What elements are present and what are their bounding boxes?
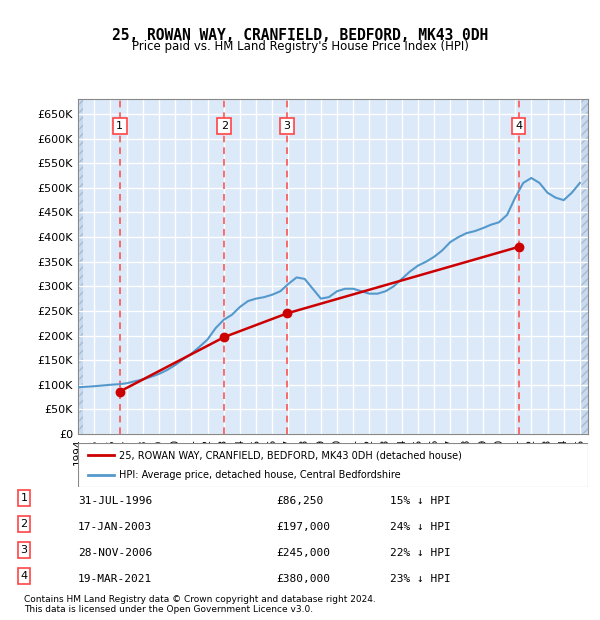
Point bbox=[115, 387, 125, 397]
Text: 28-NOV-2006: 28-NOV-2006 bbox=[78, 548, 152, 558]
Text: £380,000: £380,000 bbox=[276, 574, 330, 584]
Text: 24% ↓ HPI: 24% ↓ HPI bbox=[390, 522, 451, 532]
Text: 25, ROWAN WAY, CRANFIELD, BEDFORD, MK43 0DH (detached house): 25, ROWAN WAY, CRANFIELD, BEDFORD, MK43 … bbox=[119, 451, 461, 461]
Bar bbox=[580, 99, 600, 434]
Text: 2: 2 bbox=[221, 121, 228, 131]
Text: 31-JUL-1996: 31-JUL-1996 bbox=[78, 496, 152, 506]
Text: 25, ROWAN WAY, CRANFIELD, BEDFORD, MK43 0DH: 25, ROWAN WAY, CRANFIELD, BEDFORD, MK43 … bbox=[112, 28, 488, 43]
Text: 23% ↓ HPI: 23% ↓ HPI bbox=[390, 574, 451, 584]
Text: 3: 3 bbox=[284, 121, 290, 131]
Text: 17-JAN-2003: 17-JAN-2003 bbox=[78, 522, 152, 532]
Text: 4: 4 bbox=[20, 571, 28, 581]
Bar bbox=[46, 99, 78, 434]
Text: £86,250: £86,250 bbox=[276, 496, 323, 506]
Text: HPI: Average price, detached house, Central Bedfordshire: HPI: Average price, detached house, Cent… bbox=[119, 469, 400, 479]
Text: 15% ↓ HPI: 15% ↓ HPI bbox=[390, 496, 451, 506]
Text: 2: 2 bbox=[20, 519, 28, 529]
FancyBboxPatch shape bbox=[78, 443, 588, 487]
Text: 22% ↓ HPI: 22% ↓ HPI bbox=[390, 548, 451, 558]
Text: Contains HM Land Registry data © Crown copyright and database right 2024.: Contains HM Land Registry data © Crown c… bbox=[24, 595, 376, 604]
Text: Price paid vs. HM Land Registry's House Price Index (HPI): Price paid vs. HM Land Registry's House … bbox=[131, 40, 469, 53]
Text: 3: 3 bbox=[20, 545, 28, 555]
Text: 19-MAR-2021: 19-MAR-2021 bbox=[78, 574, 152, 584]
Text: £245,000: £245,000 bbox=[276, 548, 330, 558]
Text: £197,000: £197,000 bbox=[276, 522, 330, 532]
Point bbox=[282, 308, 292, 318]
Text: 1: 1 bbox=[116, 121, 123, 131]
Text: 4: 4 bbox=[515, 121, 522, 131]
Text: 1: 1 bbox=[20, 493, 28, 503]
Point bbox=[514, 242, 523, 252]
Point bbox=[220, 332, 229, 342]
Text: This data is licensed under the Open Government Licence v3.0.: This data is licensed under the Open Gov… bbox=[24, 604, 313, 614]
